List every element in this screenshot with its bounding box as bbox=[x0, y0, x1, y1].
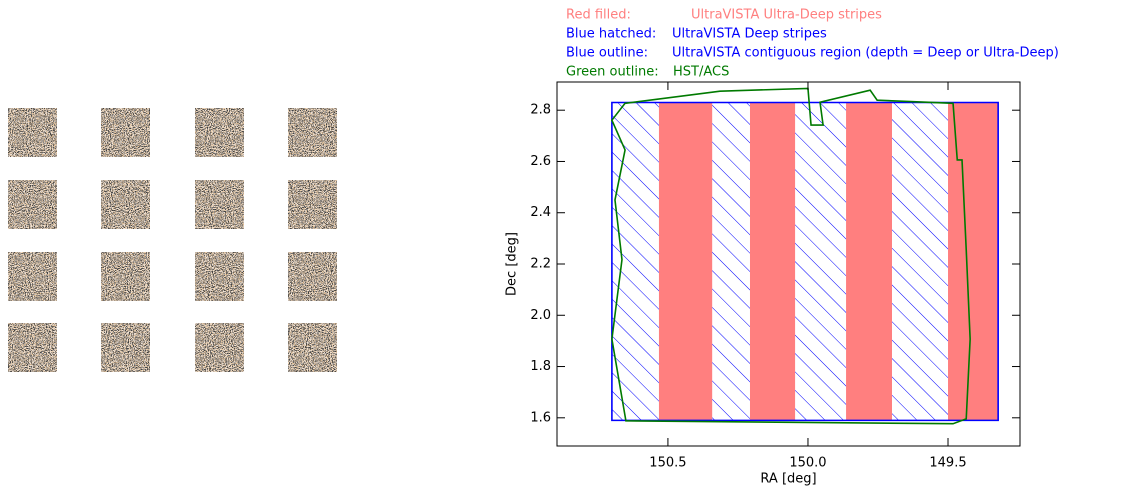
stamp-dark bbox=[288, 108, 337, 157]
legend-key: Blue outline: bbox=[566, 46, 648, 61]
legend-key: Green outline: bbox=[566, 65, 659, 80]
y-tick-label: 2.4 bbox=[530, 205, 551, 220]
stamp-dark bbox=[288, 323, 337, 372]
stamp-dark bbox=[288, 180, 337, 229]
stamp-dark bbox=[101, 252, 150, 301]
chart: Red filled: UltraVISTA Ultra-Deep stripes… bbox=[505, 8, 1059, 487]
legend-label: HST/ACS bbox=[673, 65, 729, 80]
stamp-dark bbox=[8, 108, 57, 157]
y-axis-label: Dec [deg] bbox=[505, 232, 520, 296]
stamp-dark bbox=[195, 108, 244, 157]
legend-label: UltraVISTA Deep stripes bbox=[672, 27, 827, 42]
y-tick-label: 2.8 bbox=[530, 103, 551, 118]
hatched-stripe bbox=[612, 103, 659, 421]
image-stamps bbox=[8, 108, 337, 372]
y-tick-label: 1.8 bbox=[530, 359, 551, 374]
filled-stripe bbox=[659, 103, 712, 421]
filled-stripe bbox=[948, 103, 998, 421]
stamp-dark bbox=[195, 252, 244, 301]
y-tick-label: 2.6 bbox=[530, 154, 551, 169]
y-tick-label: 2.0 bbox=[530, 308, 551, 323]
y-tick-label: 1.6 bbox=[530, 410, 551, 425]
x-tick-label: 149.5 bbox=[929, 456, 966, 471]
legend-key: Blue hatched: bbox=[566, 27, 656, 42]
stamp-dark bbox=[101, 323, 150, 372]
page: {"chart_data": { "type": "region", "xlab… bbox=[0, 0, 1132, 487]
legend-label: UltraVISTA Ultra-Deep stripes bbox=[691, 8, 882, 23]
stamp-dark bbox=[8, 180, 57, 229]
stamp-dark bbox=[195, 180, 244, 229]
x-tick-label: 150.0 bbox=[789, 456, 826, 471]
hatched-stripe bbox=[712, 103, 750, 421]
stamp-dark bbox=[101, 180, 150, 229]
stamp-dark bbox=[195, 323, 244, 372]
hatched-stripe bbox=[795, 103, 846, 421]
stamp-dark bbox=[8, 323, 57, 372]
legend-label: UltraVISTA contiguous region (depth = De… bbox=[672, 46, 1059, 61]
filled-stripe bbox=[750, 103, 795, 421]
figure: Red filled: UltraVISTA Ultra-Deep stripes… bbox=[0, 0, 1132, 487]
stamp-dark bbox=[8, 252, 57, 301]
legend-key: Red filled: bbox=[566, 8, 631, 23]
filled-stripe bbox=[846, 103, 892, 421]
stamp-dark bbox=[288, 252, 337, 301]
hatched-stripe bbox=[892, 103, 948, 421]
x-tick-label: 150.5 bbox=[649, 456, 686, 471]
x-axis-label: RA [deg] bbox=[760, 472, 816, 487]
stamp-dark bbox=[101, 108, 150, 157]
y-tick-label: 2.2 bbox=[530, 257, 551, 272]
